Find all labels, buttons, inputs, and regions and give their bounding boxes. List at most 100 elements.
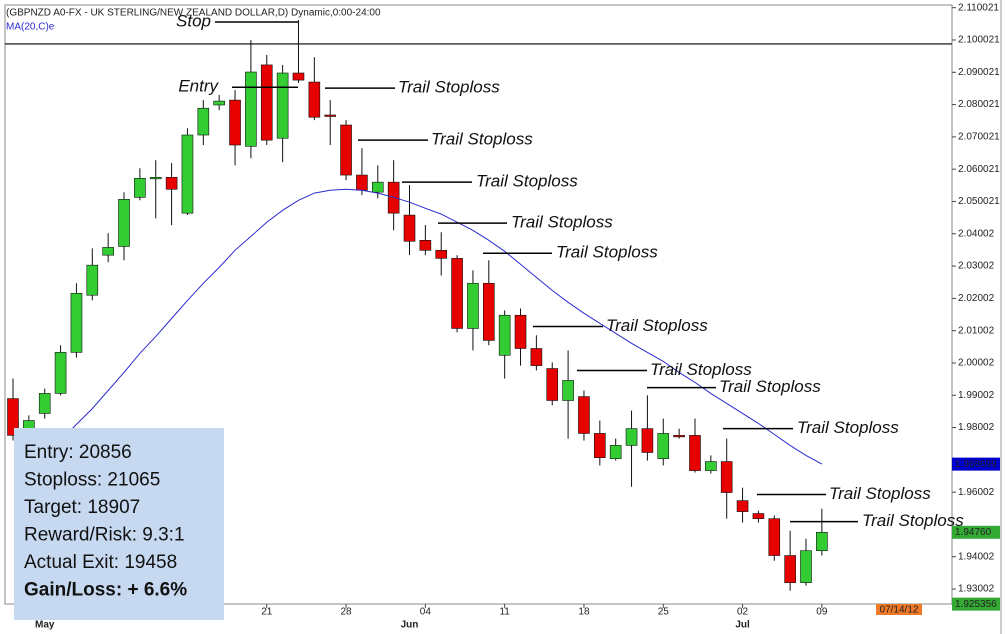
candle-body [102,247,114,256]
price-label: 1.94760 [955,527,992,538]
candle-body [689,435,701,471]
annotation-text: Trail Stoploss [719,377,821,396]
annotation-text: Stop [176,11,211,30]
candle-body [609,445,622,459]
candle-body [260,64,273,141]
annotation-text: Trail Stoploss [829,484,931,503]
info-line: Reward/Risk: 9.3:1 [24,525,185,546]
y-tick-label: 2.090021 [958,67,1000,78]
y-tick-label: 2.110021 [958,2,999,13]
y-tick-label: 1.98002 [958,422,995,433]
candle-body [356,174,368,191]
month-label: May [35,620,55,631]
info-line: Gain/Loss: + 6.6% [24,580,187,601]
candle-body [292,72,305,81]
x-tick-label: 18 [578,607,590,618]
y-tick-label: 2.02002 [958,293,995,304]
candle-body [752,513,765,520]
candle-body [562,380,574,401]
candle-body [451,258,463,329]
chart-title: (GBPNZD A0-FX - UK STERLING/NEW ZEALAND … [6,8,381,19]
date-label-bg [876,604,922,615]
info-box: Entry: 20856 Stoploss: 21065 Target: 18907… [14,428,224,620]
candle-body [86,264,99,296]
candle-body [800,550,812,583]
info-line: Actual Exit: 19458 [24,552,177,573]
candle-body [498,314,511,356]
x-tick-label: 04 [420,607,432,618]
candle-body [673,435,685,438]
annotation-text: Trail Stoploss [797,418,899,437]
candle-body [578,396,590,434]
date-label: 07/14/12 [880,605,919,616]
axes: 2.110021 2.100021 2.090021 2.080021 2.070021… [35,2,1000,630]
candle-body [594,433,606,458]
candle-body [641,428,654,453]
annotation-text: Trail Stoploss [398,78,500,97]
y-tick-label: 2.050021 [958,196,1000,207]
candle-body [467,282,479,329]
price-label-bg [952,525,1000,539]
candle-body [768,518,781,556]
candle-body [482,282,495,341]
annotation-text: Trail Stoploss [862,511,964,530]
candle-body [816,531,828,551]
candle-body [435,250,448,259]
candle-body [784,555,796,583]
candle-body [7,398,19,436]
x-tick-label: 11 [499,607,510,618]
price-label: 1.925356 [955,599,997,610]
y-tick-label: 2.060021 [958,164,1000,175]
legend-entry: MA(20,C)e [6,22,55,33]
x-tick-label: 02 [737,607,749,618]
x-tick-label: 21 [261,607,273,618]
ma-line [60,188,823,465]
candle-body [324,114,337,117]
y-tick-label: 1.96002 [958,487,995,498]
y-tick-label: 2.080021 [958,99,1000,110]
y-tick-label: 2.100021 [958,35,1000,46]
info-line: Stoploss: 21065 [24,470,160,491]
candle-body [181,134,194,214]
candle-body [229,99,241,146]
x-tick-label: 25 [658,607,670,618]
candle-body [419,240,432,251]
candle-body [197,107,210,136]
x-tick-label: 09 [816,607,828,618]
candle-body [213,100,225,106]
candle-body [118,198,130,247]
candle-body [546,368,559,401]
plot-area [5,20,952,591]
candle-body [308,81,321,118]
month-label: Jul [735,620,750,631]
plot-frame [4,4,953,605]
info-line: Entry: 20856 [24,442,132,463]
y-tick-label: 2.01002 [958,325,995,336]
price-label-bg [952,597,1000,611]
candle-body [705,461,717,471]
y-tick-label: 2.04002 [958,228,995,239]
candle-body [38,393,51,414]
candle-body [657,433,670,459]
candle-body [736,500,749,512]
candle-body [165,177,178,190]
candle-body [54,352,67,394]
price-label-bg [952,457,1000,471]
candle-body [70,292,83,353]
annotation-text: Entry [178,77,219,96]
candle-body [134,177,146,198]
annotation-text: Trail Stoploss [511,213,613,232]
candle-body [340,124,352,176]
candle-body [371,181,384,193]
x-tick-label: 28 [340,607,352,618]
candle-body [514,314,527,349]
info-box-bg [14,428,224,620]
price-label: 1.968699 [955,459,997,470]
y-tick-label: 2.070021 [958,132,1000,143]
info-line: Target: 18907 [24,497,140,518]
annotation-text: Trail Stoploss [650,360,752,379]
y-tick-label: 2.00002 [958,358,995,369]
y-tick-label: 2.03002 [958,261,995,272]
